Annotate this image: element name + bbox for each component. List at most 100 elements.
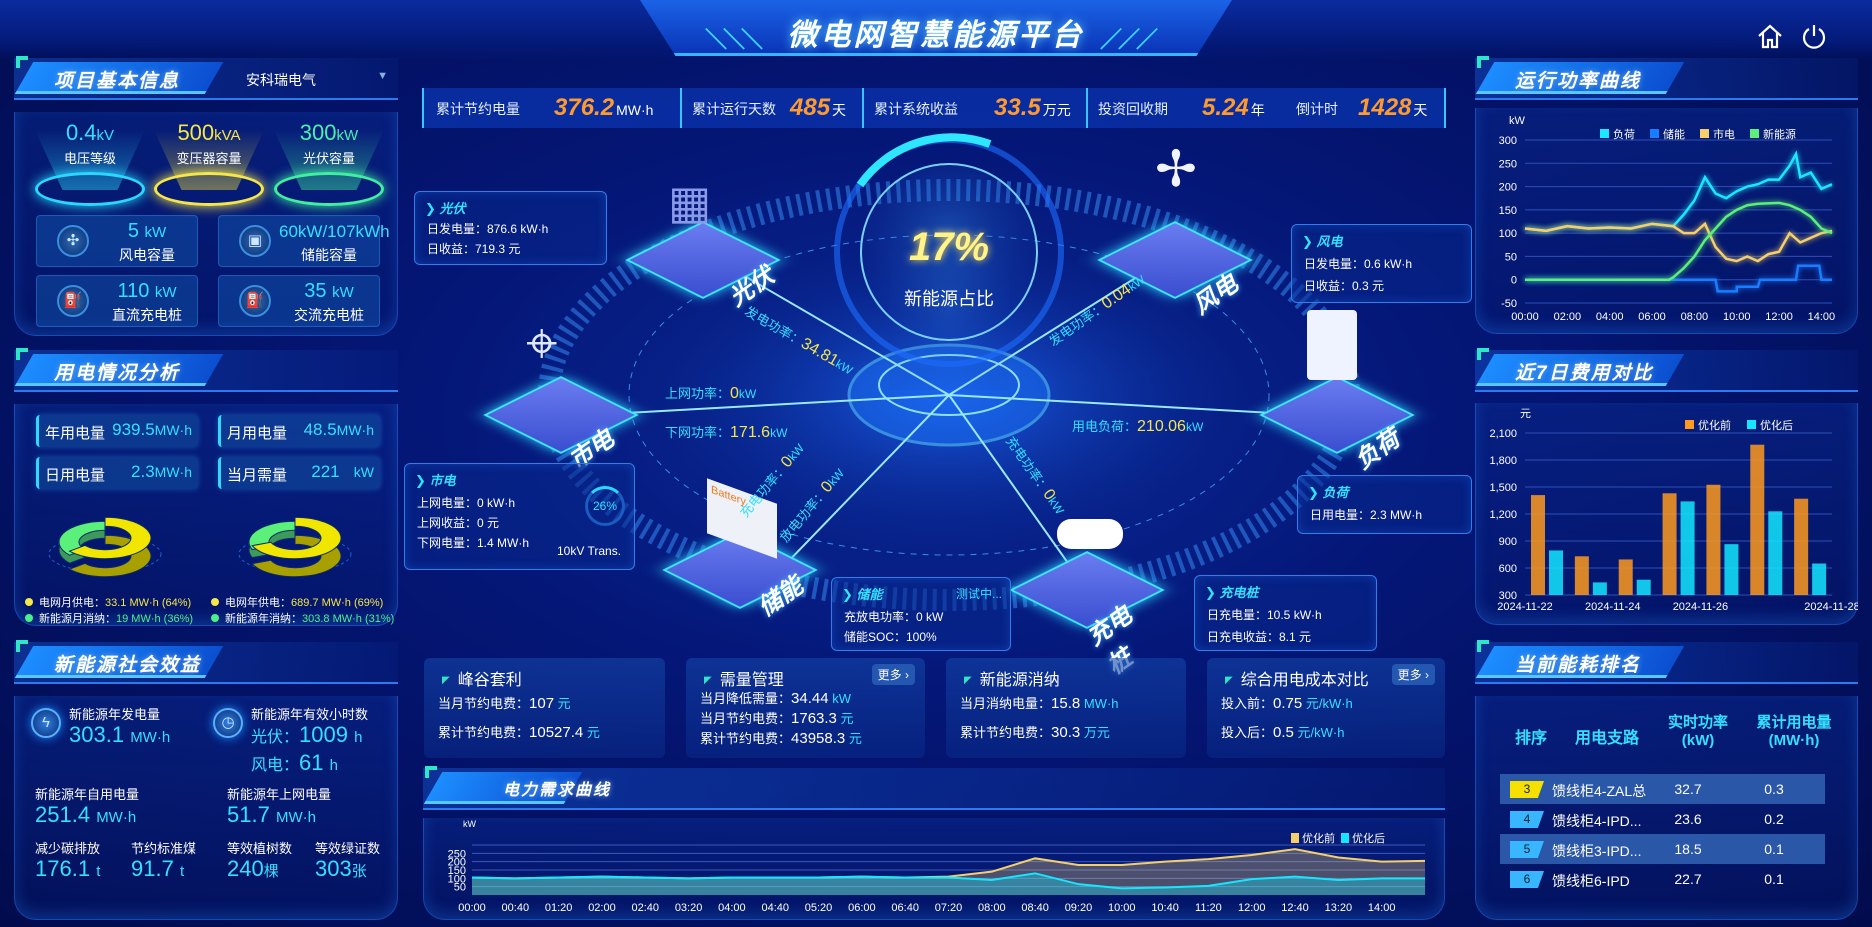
coal-value: 91.7 t [131,856,185,881]
storage-capacity-card: ▣ 60kW/107kWh 储能容量 [218,215,390,267]
x-tick-label: 04:40 [761,902,789,914]
legend-new-month: 新能源月消纳：19 MW·h (36%) [25,610,193,626]
ranking-row[interactable]: 3 馈线柜4-ZAL总 32.7 0.3 [1500,774,1825,804]
chevron-decor-icon: ／／／ [1100,27,1158,52]
legend-label: 负荷 [1613,127,1635,141]
corner-icon [16,348,28,360]
x-tick-label: 2024-11-26 [1673,601,1728,613]
wind-capacity-card: ✣ 5 kW 风电容量 [36,215,198,267]
bar-优化前-2024-11-22 [1531,495,1545,595]
branch-power: 18.5 [1674,841,1702,857]
demand-chart-panel [423,818,1445,920]
branch-energy: 0.1 [1764,871,1784,887]
y-tick-label: 600 [1499,563,1517,575]
ranking-row[interactable]: 5 馈线柜3-IPD... 18.5 0.1 [1500,834,1825,864]
x-tick-label: 08:00 [978,902,1006,914]
kpi-value-group: 485 天 [790,94,846,122]
x-tick-label: 07:20 [935,902,963,914]
branch-power: 23.6 [1674,811,1702,827]
coal-label: 节约标准煤 [131,841,197,856]
gauge-ring [154,172,264,206]
corner-icon [1477,640,1489,652]
node-grid[interactable]: ⌖ 市电 [483,311,639,475]
ranking-row[interactable]: 6 馈线柜6-IPD 22.7 0.1 [1500,864,1825,890]
y-tick-label: 300 [1499,590,1517,602]
power-icon[interactable] [1800,22,1828,50]
series-line-优化后 [471,872,1425,890]
x-tick-label: 14:00 [1808,311,1836,323]
legend-label: 优化后 [1352,831,1385,845]
bar-优化后-2024-11-27 [1768,511,1783,595]
y-tick-label: 1,200 [1489,509,1517,521]
card-renewable: 新能源消纳 当月消纳电量：15.8 MW·h 累计节约电费：30.3 万元 [946,658,1186,758]
legend-label: 储能 [1663,127,1685,141]
building-icon [1307,310,1357,380]
node-load[interactable]: 负荷 [1259,310,1415,475]
legend-grid-month: 电网月供电：33.1 MW·h (64%) [25,594,191,610]
x-tick-label: 00:00 [1511,311,1539,323]
usage-panel: 年用电量 939.5MW·h 月用电量 48.5MW·h 日用电量 2.3MW·h 当… [14,404,398,626]
project-info-panel: 0.4kV 电压等级 500kVA 变压器容量 300kW 光伏容量 ✣ 5 kW 风电容… [14,112,398,336]
section-title: 项目基本信息 [54,71,181,92]
more-button[interactable]: 更多 › [1391,664,1435,685]
co2-value: 176.1 t [35,856,101,881]
demand-chart-header: 电力需求曲线 [423,766,1445,810]
cert-value: 303张 [315,856,367,881]
rank-badge: 4 [1510,811,1544,828]
more-button[interactable]: 更多 › [871,664,915,685]
legend-swatch [1747,420,1756,429]
ranking-list[interactable]: 3 馈线柜4-ZAL总 32.7 0.3 4 馈线柜4-IPD... 23.6 0.2 5 馈线柜… [1500,774,1825,890]
car-icon [1057,519,1123,549]
legend-grid-year: 电网年供电：689.7 MW·h (69%) [211,594,383,610]
bar-优化前-2024-11-25 [1662,493,1677,595]
node-wind[interactable]: ✢ 风电 [1097,141,1253,320]
card-peak-valley: 峰谷套利 当月节约电费：107 元 累计节约电费：10527.4 元 [424,658,665,758]
self-use-label: 新能源年自用电量 [35,787,140,802]
legend-swatch [1750,129,1759,138]
branch-power: 22.7 [1674,871,1702,887]
kpi-value-group: 5.24 年 [1202,94,1265,122]
stat-month-usage: 月用电量 48.5MW·h [218,415,380,447]
node-pv[interactable]: ▦ 光伏 [625,176,781,312]
home-icon[interactable] [1756,22,1784,50]
pv-hours: 光伏：1009 h [251,722,363,747]
legend-swatch [1291,833,1299,843]
branch-energy: 0.1 [1764,841,1784,857]
battery-icon: ▣ [239,225,271,257]
x-tick-label: 10:40 [1151,902,1179,914]
storage-status: 测试中... [955,587,1002,601]
tree-label: 等效植树数 [227,841,293,856]
section-title: 运行功率曲线 [1515,71,1642,92]
kpi-unit: 万元 [1042,102,1071,118]
project-selector-value: 安科瑞电气 [246,72,316,88]
legend-label: 优化前 [1698,418,1731,432]
bar-优化前-2024-11-24 [1618,559,1633,595]
ranking-row[interactable]: 4 馈线柜4-IPD... 23.6 0.2 [1500,804,1825,834]
flow-grid-up: 上网功率：0kW [665,385,757,402]
corner-icon [16,640,28,652]
page-title: 微电网智慧能源平台 [787,19,1085,52]
transformer-gauge: 500kVA 变压器容量 [176,120,242,166]
node-charger[interactable]: 充电桩 [1009,519,1165,680]
section-title: 当前能耗排名 [1515,655,1642,676]
y-tick-label: 2,100 [1489,428,1517,440]
y-tick-label: 1,800 [1489,455,1517,467]
y-tick-label: 150 [448,865,466,877]
bar-优化前-2024-11-28 [1794,498,1809,595]
kpi-label: 累计系统收益 [874,101,958,117]
co2-label: 减少碳排放 [35,841,101,856]
kpi-unit: MW·h [616,102,654,118]
flow-line-charger [948,394,1081,581]
corner-icon [16,56,28,68]
col-header-energy: 累计用电量 (MW·h) [1756,714,1832,749]
wind-hours: 风电：61 h [251,750,338,775]
x-tick-label: 03:20 [675,902,703,914]
x-tick-label: 02:00 [588,902,616,914]
x-tick-label: 12:40 [1281,902,1309,914]
project-selector[interactable]: 安科瑞电气 ▼ [234,64,394,92]
x-tick-label: 10:00 [1723,311,1751,323]
